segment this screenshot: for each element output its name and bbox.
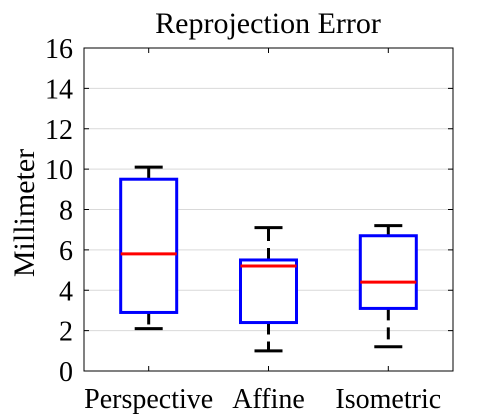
y-tick-label: 2 bbox=[59, 317, 73, 348]
x-tick-label: Isometric bbox=[335, 384, 441, 415]
iqr-box bbox=[358, 234, 418, 310]
y-tick-label: 8 bbox=[59, 196, 73, 227]
y-tick-label: 14 bbox=[45, 74, 73, 105]
y-tick-label: 16 bbox=[45, 34, 73, 65]
y-axis-label: Millimeter bbox=[8, 149, 41, 277]
y-tick-label: 12 bbox=[45, 115, 73, 146]
y-tick-label: 4 bbox=[59, 276, 73, 307]
y-ticks: 0 2 4 6 8 10 12 14 16 bbox=[45, 34, 453, 388]
x-tick-label: Perspective bbox=[84, 384, 213, 415]
iqr-box bbox=[119, 177, 179, 314]
box-affine bbox=[239, 226, 298, 353]
x-tick-label: Affine bbox=[232, 384, 305, 415]
y-tick-label: 6 bbox=[59, 236, 73, 267]
plot-frame bbox=[83, 47, 454, 372]
y-tick-label: 10 bbox=[45, 155, 73, 186]
box-series bbox=[119, 165, 418, 353]
iqr-box bbox=[239, 258, 298, 325]
x-ticks: Perspective Affine Isometric bbox=[84, 48, 441, 415]
box-isometric bbox=[358, 224, 418, 349]
y-tick-label: 0 bbox=[59, 357, 73, 388]
chart-title: Reprojection Error bbox=[155, 7, 381, 40]
box-perspective bbox=[119, 165, 179, 331]
